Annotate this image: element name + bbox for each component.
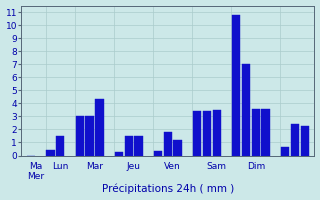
Bar	[173, 140, 182, 156]
Bar	[291, 124, 299, 156]
Bar	[212, 110, 221, 156]
Bar	[95, 99, 104, 156]
Bar	[281, 147, 289, 156]
X-axis label: Précipitations 24h ( mm ): Précipitations 24h ( mm )	[102, 184, 234, 194]
Bar	[193, 111, 201, 156]
Bar	[242, 64, 250, 156]
Bar	[76, 116, 84, 156]
Bar	[134, 136, 143, 156]
Bar	[232, 15, 240, 156]
Bar	[252, 109, 260, 156]
Bar	[115, 152, 123, 156]
Bar	[154, 151, 162, 156]
Bar	[203, 111, 211, 156]
Bar	[164, 132, 172, 156]
Bar	[124, 136, 133, 156]
Bar	[85, 116, 94, 156]
Bar	[56, 136, 64, 156]
Bar	[46, 150, 55, 156]
Bar	[300, 126, 309, 156]
Bar	[261, 109, 270, 156]
